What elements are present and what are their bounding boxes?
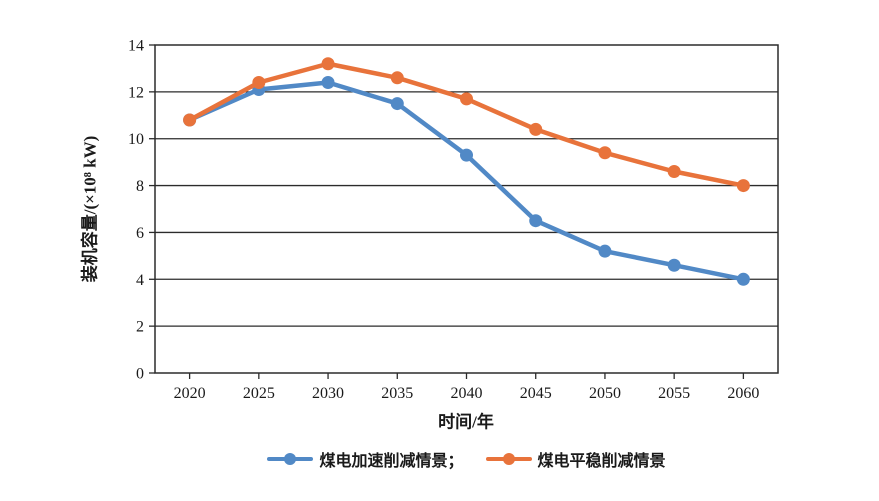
- x-tick-label: 2035: [381, 385, 413, 402]
- x-tick-label: 2045: [520, 385, 552, 402]
- y-axis-title: 装机容量/(×10⁸ kW): [80, 135, 100, 283]
- series-line-1: [187, 61, 746, 188]
- legend-dot-icon: [502, 453, 515, 465]
- data-point-0-2055: [667, 258, 681, 272]
- data-point-1-2040: [460, 92, 473, 106]
- series-line-0: [187, 80, 746, 282]
- legend-line-marker-icon: [485, 453, 532, 465]
- y-tick-label: 12: [128, 84, 144, 101]
- x-tick-label: 2060: [727, 385, 759, 402]
- x-axis-title: 时间/年: [438, 412, 494, 432]
- x-tick-label: 2025: [243, 385, 275, 402]
- y-tick-label: 10: [128, 131, 144, 148]
- legend-item-accelerated-cut: 煤电加速削减情景；: [267, 447, 464, 471]
- x-tick-label: 2040: [451, 385, 483, 402]
- x-tick-label: 2030: [312, 385, 344, 402]
- data-point-1-2045: [529, 122, 543, 136]
- data-point-0-2045: [529, 214, 543, 228]
- legend-label-steady-cut: 煤电平稳削减情景: [537, 453, 666, 470]
- data-point-0-2040: [460, 148, 473, 162]
- y-tick-label: 8: [136, 178, 144, 195]
- data-point-1-2050: [598, 146, 612, 160]
- y-tick-label: 4: [136, 272, 144, 289]
- x-tick-label: 2050: [589, 385, 621, 402]
- data-point-0-2060: [736, 272, 750, 286]
- y-tick-label: 2: [136, 319, 144, 336]
- data-point-0-2030: [321, 75, 335, 89]
- legend-line-marker-icon: [267, 453, 314, 465]
- data-point-1-2030: [321, 57, 335, 71]
- legend-label-accelerated-cut: 煤电加速削减情景；: [319, 453, 464, 470]
- y-tick-label: 14: [128, 38, 144, 55]
- y-tick-label: 6: [136, 225, 144, 242]
- chart-legend: 煤电加速削减情景； 煤电平稳削减情景: [155, 446, 778, 472]
- data-point-1-2035: [390, 71, 404, 85]
- legend-item-steady-cut: 煤电平稳削减情景: [485, 447, 666, 471]
- y-tick-label: 0: [136, 366, 144, 383]
- data-point-0-2050: [598, 244, 612, 258]
- x-tick-label: 2055: [658, 385, 690, 402]
- data-point-0-2035: [390, 97, 404, 111]
- data-point-1-2060: [736, 179, 750, 193]
- data-point-1-2025: [252, 75, 266, 89]
- legend-dot-icon: [284, 453, 297, 465]
- data-point-1-2020: [183, 113, 197, 127]
- data-point-1-2055: [667, 165, 681, 179]
- x-tick-label: 2020: [174, 385, 206, 402]
